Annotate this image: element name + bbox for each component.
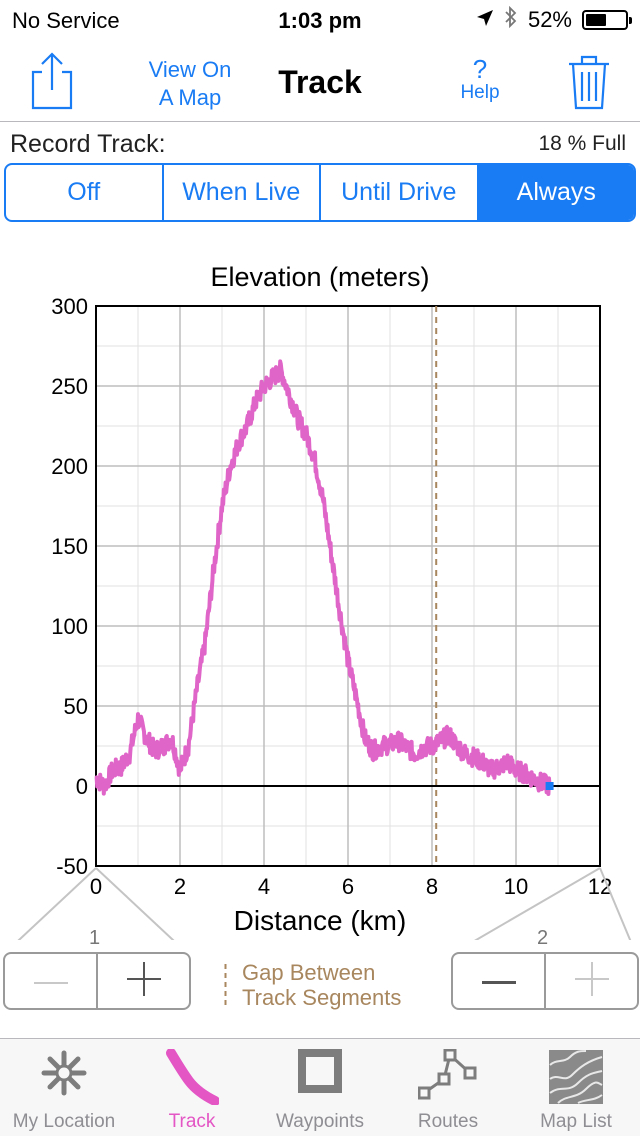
elevation-chart[interactable]: Elevation (meters) -50 0 50 100 150 200 250 300…	[0, 250, 640, 955]
y-tick-label: 200	[51, 454, 88, 479]
gap-dash-icon	[224, 964, 227, 1008]
right-zoom-number: 2	[537, 927, 549, 949]
map-tile-icon	[548, 1049, 604, 1110]
record-option-off[interactable]: Off	[6, 165, 164, 220]
record-option-when-live[interactable]: When Live	[164, 165, 321, 220]
left-zoom-stepper	[3, 952, 191, 1010]
plus-icon	[126, 961, 161, 1001]
tab-label: Waypoints	[276, 1111, 364, 1132]
x-axis-label: Distance (km)	[234, 905, 407, 936]
battery-icon	[582, 10, 632, 30]
plus-icon	[574, 961, 609, 1001]
minus-icon	[33, 972, 68, 990]
tab-waypoints[interactable]: Waypoints	[256, 1039, 384, 1136]
x-tick-label: 8	[426, 874, 438, 899]
carrier-label: No Service	[12, 8, 120, 33]
y-tick-label: 100	[51, 614, 88, 639]
share-button[interactable]	[28, 50, 76, 112]
zoom-guide-line	[599, 867, 637, 955]
left-zoom-plus-button[interactable]	[98, 954, 189, 1008]
view-on-map-button[interactable]: View On A Map	[130, 56, 250, 112]
gap-legend-line2: Track Segments	[242, 985, 402, 1010]
record-track-label: Record Track:	[10, 130, 166, 158]
zoom-guide-line	[451, 867, 601, 955]
tab-map-list[interactable]: Map List	[512, 1039, 640, 1136]
tab-label: My Location	[12, 1111, 116, 1132]
share-icon	[28, 52, 76, 116]
tab-routes[interactable]: Routes	[384, 1039, 512, 1136]
elevation-chart-svg: Elevation (meters) -50050100150200250300…	[3, 262, 637, 955]
x-tick-label: 10	[504, 874, 528, 899]
zoom-guide-line	[3, 867, 97, 955]
elevation-line	[94, 359, 552, 796]
right-zoom-plus-button[interactable]	[546, 954, 637, 1008]
tab-label: Routes	[417, 1111, 479, 1132]
gap-legend-line1: Gap Between	[242, 960, 376, 985]
left-zoom-minus-button[interactable]	[5, 954, 98, 1008]
x-tick-label: 0	[90, 874, 102, 899]
chart-title: Elevation (meters)	[210, 262, 429, 292]
y-tick-label: -50	[56, 854, 88, 879]
storage-full-status: 18 % Full	[538, 132, 626, 155]
square-icon	[298, 1049, 342, 1098]
x-tick-label: 4	[258, 874, 270, 899]
tab-track[interactable]: Track	[128, 1039, 256, 1136]
right-zoom-stepper	[451, 952, 639, 1010]
track-icon	[165, 1048, 220, 1110]
right-zoom-minus-button[interactable]	[453, 954, 546, 1008]
help-button[interactable]: ? Help	[450, 56, 510, 104]
y-tick-label: 300	[51, 294, 88, 319]
help-icon: ?	[472, 54, 488, 84]
status-right: 52%	[476, 5, 632, 34]
minus-icon	[481, 972, 516, 990]
asterisk-icon	[40, 1049, 88, 1102]
tab-my-location[interactable]: My Location	[0, 1039, 128, 1136]
current-position-marker	[545, 782, 554, 790]
bluetooth-icon	[504, 5, 518, 34]
view-map-line2: A Map	[158, 85, 222, 110]
record-option-always[interactable]: Always	[478, 165, 634, 220]
zoom-guide-line	[95, 867, 189, 955]
page-title: Track	[278, 64, 362, 100]
clock: 1:03 pm	[278, 8, 362, 33]
help-label: Help	[460, 82, 500, 103]
x-tick-label: 6	[342, 874, 354, 899]
battery-percent: 52%	[527, 7, 572, 32]
status-bar: No Service 1:03 pm 52%	[0, 0, 640, 40]
record-mode-control: Off When Live Until Drive Always	[4, 163, 636, 222]
tab-label: Map List	[540, 1111, 612, 1132]
tab-bar: My Location Track Waypoints Routes	[0, 1038, 640, 1136]
view-map-line1: View On	[148, 57, 232, 82]
delete-track-button[interactable]	[566, 52, 612, 112]
tab-label: Track	[168, 1111, 216, 1132]
route-icon	[417, 1048, 478, 1106]
navigation-bar: View On A Map Track ? Help	[0, 40, 640, 122]
y-tick-label: 150	[51, 534, 88, 559]
record-option-until-drive[interactable]: Until Drive	[321, 165, 479, 220]
location-arrow-icon	[476, 7, 494, 33]
y-tick-label: 50	[64, 694, 88, 719]
plot-frame	[95, 305, 601, 867]
y-tick-label: 250	[51, 374, 88, 399]
x-tick-label: 2	[174, 874, 186, 899]
y-tick-label: 0	[76, 774, 88, 799]
left-zoom-number: 1	[89, 927, 101, 949]
trash-icon	[566, 55, 612, 116]
